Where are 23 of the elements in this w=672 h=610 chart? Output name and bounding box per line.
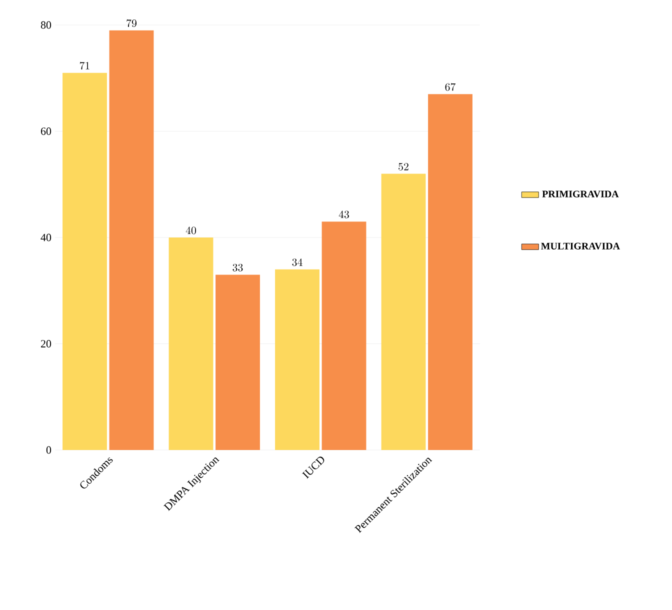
bar bbox=[381, 174, 426, 450]
data-label: 34 bbox=[292, 258, 302, 266]
data-label: 79 bbox=[126, 19, 136, 28]
legend-label: PRIMIGRAVIDA bbox=[542, 190, 619, 198]
y-tick-label: 40 bbox=[40, 234, 52, 242]
data-label: 52 bbox=[398, 162, 408, 170]
y-tick-label: 20 bbox=[41, 340, 52, 348]
data-label: 71 bbox=[80, 62, 90, 70]
data-label: 67 bbox=[445, 83, 456, 91]
y-tick-label: 0 bbox=[46, 446, 52, 454]
y-tick-label: 60 bbox=[40, 128, 52, 135]
data-label: 43 bbox=[338, 210, 349, 218]
bar bbox=[168, 238, 214, 450]
bar bbox=[428, 94, 472, 450]
bar bbox=[275, 269, 320, 450]
bar bbox=[109, 30, 154, 450]
bar bbox=[62, 72, 107, 450]
legend-label: MULTIGRAVIDA bbox=[541, 242, 620, 250]
bar bbox=[322, 222, 366, 450]
y-tick-label: 80 bbox=[40, 21, 52, 29]
bar bbox=[216, 274, 260, 450]
data-label: 40 bbox=[186, 226, 196, 234]
data-label: 33 bbox=[232, 264, 243, 272]
